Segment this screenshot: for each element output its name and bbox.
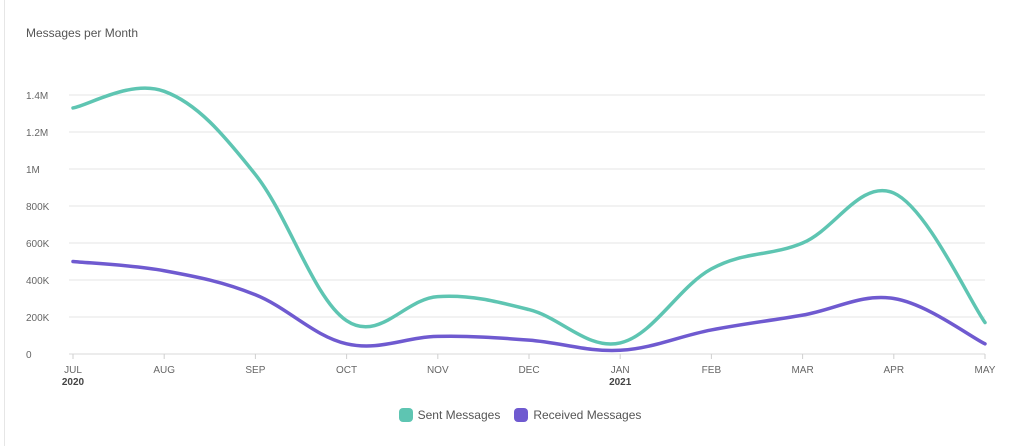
series-line-0: [71, 86, 987, 346]
y-tick-label-5: 1M: [26, 165, 40, 176]
x-tick-label-7: FEB: [702, 365, 722, 376]
legend: Sent Messages Received Messages: [5, 408, 1024, 422]
legend-label-sent: Sent Messages: [417, 408, 501, 422]
y-tick-label-0: 0: [26, 350, 32, 361]
x-tick-label-6: JAN: [611, 365, 630, 376]
x-tick-label-0: JUL: [64, 365, 82, 376]
chart-card: Messages per Month 0 200K 400K 600K 800K 1M 1.…: [4, 0, 1024, 446]
y-tick-label-3: 600K: [26, 239, 50, 250]
series-line-1: [71, 259, 987, 353]
x-tick-label-2: SEP: [245, 365, 265, 376]
x-tick-label-5: DEC: [518, 365, 539, 376]
y-tick-label-2: 400K: [26, 276, 50, 287]
legend-item-sent[interactable]: Sent Messages: [398, 408, 501, 422]
x-tick-label-4: NOV: [427, 365, 449, 376]
legend-item-received[interactable]: Received Messages: [514, 408, 641, 422]
legend-swatch-sent: [398, 408, 413, 422]
chart-title: Messages per Month: [26, 26, 139, 40]
x-tick-label-8: MAR: [791, 365, 813, 376]
y-tick-label-6: 1.2M: [26, 128, 48, 139]
x-year-label-0: 2020: [62, 377, 85, 388]
legend-swatch-received: [514, 408, 529, 422]
legend-label-received: Received Messages: [533, 408, 642, 422]
y-tick-label-1: 200K: [26, 313, 50, 324]
y-tick-label-7: 1.4M: [26, 91, 48, 102]
x-year-label-6: 2021: [609, 377, 632, 388]
y-tick-label-4: 800K: [26, 202, 50, 213]
x-tick-label-3: OCT: [336, 365, 357, 376]
x-tick-label-1: AUG: [153, 365, 175, 376]
x-tick-label-10: MAY: [975, 365, 996, 376]
x-tick-label-9: APR: [884, 365, 905, 376]
